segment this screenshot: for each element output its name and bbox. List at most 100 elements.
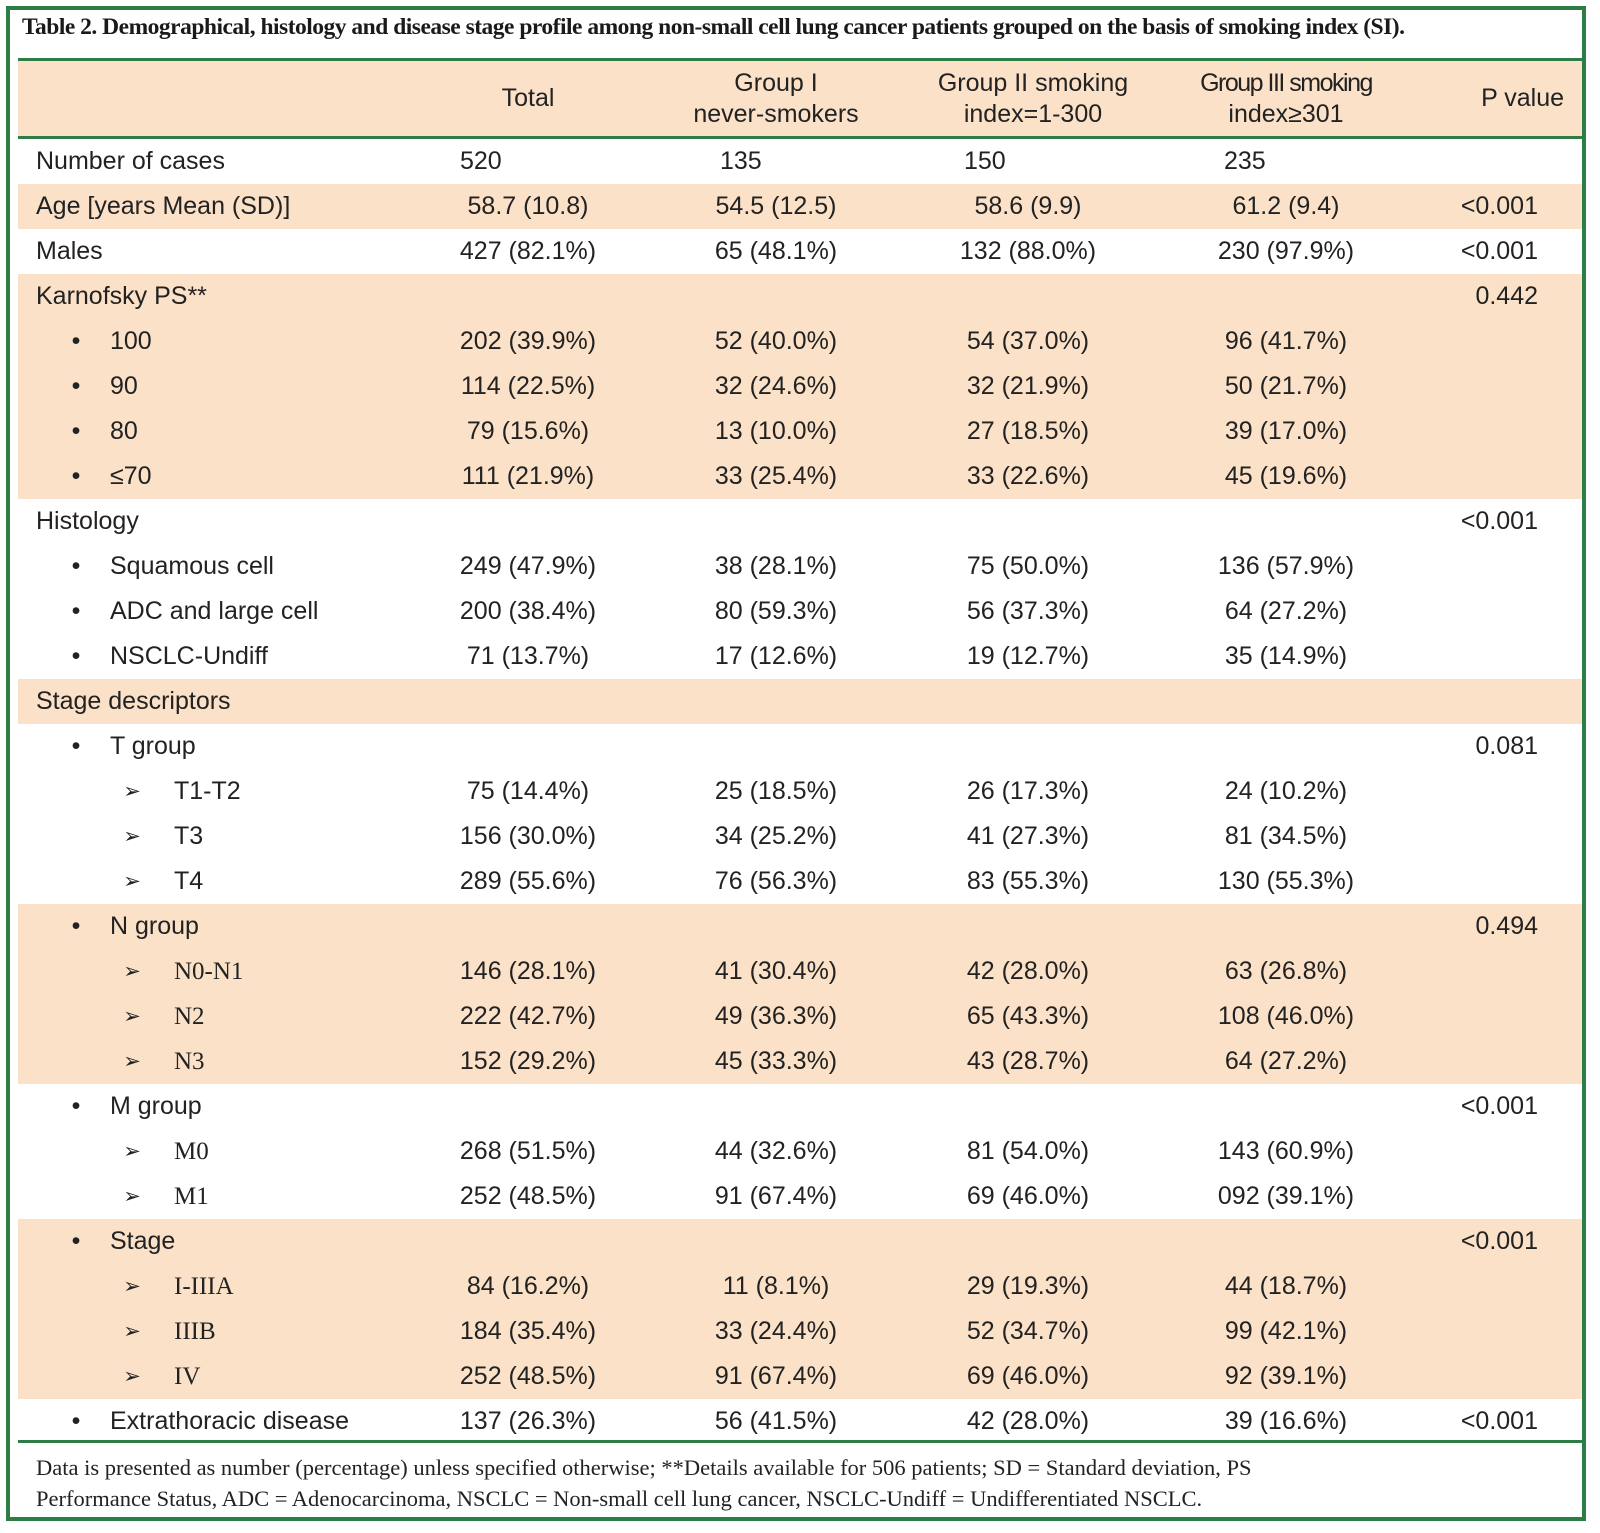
cell-group2: 41 (27.3%) (966, 822, 1090, 850)
cell-group3: 64 (27.2%) (1224, 1047, 1348, 1075)
table-body: Number of cases 520 135 150 235 Age [years Me… (18, 139, 1582, 1444)
cell-total: 137 (26.3%) (459, 1407, 597, 1435)
bullet-icon: • (71, 417, 81, 445)
cell-group3: 63 (26.8%) (1224, 957, 1348, 985)
table-row: Males 427 (82.1%) 65 (48.1%) 132 (88.0%) 230… (18, 229, 1582, 274)
bullet-icon: • (71, 597, 81, 625)
cell-group3: 136 (57.9%) (1217, 552, 1355, 580)
cell-group1: 38 (28.1%) (714, 552, 838, 580)
cell-group2: 19 (12.7%) (966, 642, 1090, 670)
row-label: Histology (36, 507, 139, 535)
cell-group1: 45 (33.3%) (714, 1047, 838, 1075)
row-label: N2 (174, 1003, 205, 1030)
bullet-icon: • (71, 1407, 81, 1435)
cell-group3: 61.2 (9.4) (1232, 192, 1340, 220)
cell-total: 184 (35.4%) (459, 1317, 597, 1345)
cell-total: 289 (55.6%) (459, 867, 597, 895)
cell-total: 520 (460, 147, 502, 175)
row-label: NSCLC-Undiff (110, 642, 268, 670)
cell-pvalue: <0.001 (1460, 237, 1538, 265)
cell-group3: 235 (1224, 147, 1266, 175)
cell-total: 252 (48.5%) (459, 1362, 597, 1390)
cell-group2: 69 (46.0%) (966, 1362, 1090, 1390)
header-rule (18, 136, 1582, 139)
cell-group1: 17 (12.6%) (714, 642, 838, 670)
table-row: Number of cases 520 135 150 235 (18, 139, 1582, 184)
footnote-line-1: Data is presented as number (percentage)… (36, 1455, 1252, 1480)
cell-group2: 69 (46.0%) (966, 1182, 1090, 1210)
row-label: Stage (110, 1227, 176, 1255)
row-label: Males (36, 237, 103, 265)
cell-group2: 43 (28.7%) (966, 1047, 1090, 1075)
arrow-bullet-icon: ➢ (123, 1320, 141, 1343)
header-pvalue: P value (1481, 84, 1564, 112)
cell-group2: 132 (88.0%) (959, 237, 1097, 265)
row-label: Stage descriptors (36, 687, 231, 715)
cell-group2: 150 (964, 147, 1006, 175)
table-row: • 80 79 (15.6%) 13 (10.0%) 27 (18.5%) 39 (17.… (18, 409, 1582, 454)
cell-group1: 33 (25.4%) (714, 462, 838, 490)
table-row: ➢ T3 156 (30.0%) 34 (25.2%) 41 (27.3%) 81 (34… (18, 814, 1582, 859)
cell-group1: 52 (40.0%) (714, 327, 838, 355)
cell-group1: 91 (67.4%) (714, 1182, 838, 1210)
arrow-bullet-icon: ➢ (123, 825, 141, 848)
cell-group3: 44 (18.7%) (1224, 1272, 1348, 1300)
row-label: I-IIIA (174, 1273, 234, 1300)
cell-group1: 33 (24.4%) (714, 1317, 838, 1345)
cell-group2: 42 (28.0%) (966, 1407, 1090, 1435)
cell-total: 114 (22.5%) (460, 372, 596, 400)
cell-total: 79 (15.6%) (466, 417, 590, 445)
arrow-bullet-icon: ➢ (123, 780, 141, 803)
cell-pvalue: 0.081 (1475, 732, 1538, 760)
header-group2-line2: index=1-300 (963, 99, 1103, 128)
row-label: Extrathoracic disease (110, 1407, 350, 1435)
cell-pvalue: 0.494 (1475, 912, 1538, 940)
cell-total: 252 (48.5%) (459, 1182, 597, 1210)
cell-pvalue: <0.001 (1460, 192, 1538, 220)
cell-group2: 65 (43.3%) (966, 1002, 1090, 1030)
cell-group1: 13 (10.0%) (714, 417, 838, 445)
table-row: ➢ T4 289 (55.6%) 76 (56.3%) 83 (55.3%) 130 (5… (18, 859, 1582, 904)
table-footnote: Data is presented as number (percentage)… (36, 1452, 1576, 1514)
bullet-icon: • (71, 912, 81, 940)
cell-total: 152 (29.2%) (459, 1047, 597, 1075)
row-label: ≤70 (110, 462, 152, 490)
cell-group3: 92 (39.1%) (1224, 1362, 1348, 1390)
cell-group2: 52 (34.7%) (966, 1317, 1090, 1345)
cell-group2: 33 (22.6%) (966, 462, 1090, 490)
top-rule (18, 58, 1582, 61)
cell-total: 111 (21.9%) (461, 462, 595, 490)
cell-group2: 81 (54.0%) (966, 1137, 1090, 1165)
table-row: ➢ N3 152 (29.2%) 45 (33.3%) 43 (28.7%) 64 (27… (18, 1039, 1582, 1084)
header-group1-line2: never-smokers (693, 99, 859, 128)
row-label: T4 (174, 867, 204, 895)
row-label: IV (174, 1363, 201, 1390)
cell-group3: 35 (14.9%) (1224, 642, 1348, 670)
cell-group3: 39 (16.6%) (1224, 1407, 1348, 1435)
cell-total: 222 (42.7%) (459, 1002, 597, 1030)
cell-group3: 99 (42.1%) (1224, 1317, 1348, 1345)
cell-total: 71 (13.7%) (466, 642, 590, 670)
table-row: • M group <0.001 (18, 1084, 1582, 1129)
row-label: 100 (110, 327, 152, 355)
arrow-bullet-icon: ➢ (123, 1050, 141, 1073)
row-label: T3 (174, 822, 204, 850)
cell-group3: 50 (21.7%) (1224, 372, 1348, 400)
cell-group3: 130 (55.3%) (1217, 867, 1355, 895)
cell-group1: 49 (36.3%) (714, 1002, 838, 1030)
cell-total: 200 (38.4%) (459, 597, 597, 625)
cell-group1: 25 (18.5%) (714, 777, 838, 805)
arrow-bullet-icon: ➢ (123, 870, 141, 893)
table-row: ➢ T1-T2 75 (14.4%) 25 (18.5%) 26 (17.3%) 24 (… (18, 769, 1582, 814)
cell-group3: 96 (41.7%) (1224, 327, 1348, 355)
table-row: • ADC and large cell 200 (38.4%) 80 (59.3%)… (18, 589, 1582, 634)
row-label: Squamous cell (110, 552, 274, 580)
cell-pvalue: <0.001 (1460, 1227, 1538, 1255)
cell-group1: 41 (30.4%) (714, 957, 838, 985)
cell-pvalue: <0.001 (1460, 1092, 1538, 1120)
cell-group3: 45 (19.6%) (1224, 462, 1348, 490)
table-row: • 100 202 (39.9%) 52 (40.0%) 54 (37.0%) 96 (4… (18, 319, 1582, 364)
table-row: • T group 0.081 (18, 724, 1582, 769)
